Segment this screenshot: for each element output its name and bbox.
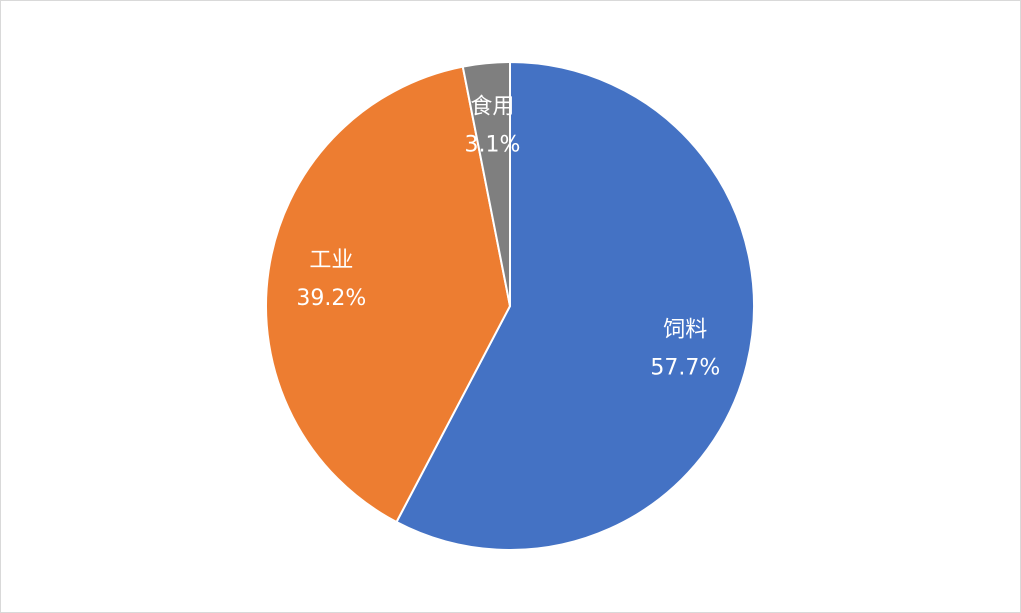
slice-value-label: 39.2% [296, 286, 366, 311]
pie-slice [265, 65, 512, 524]
slice-category-label: 饲料 [663, 317, 707, 342]
pie-slice [461, 60, 511, 307]
slice-value-label: 3.1% [464, 132, 520, 157]
slice-category-label: 食用 [470, 94, 514, 119]
slice-value-label: 57.7% [650, 355, 720, 380]
slice-category-label: 工业 [309, 248, 353, 273]
pie-slice [395, 60, 755, 551]
